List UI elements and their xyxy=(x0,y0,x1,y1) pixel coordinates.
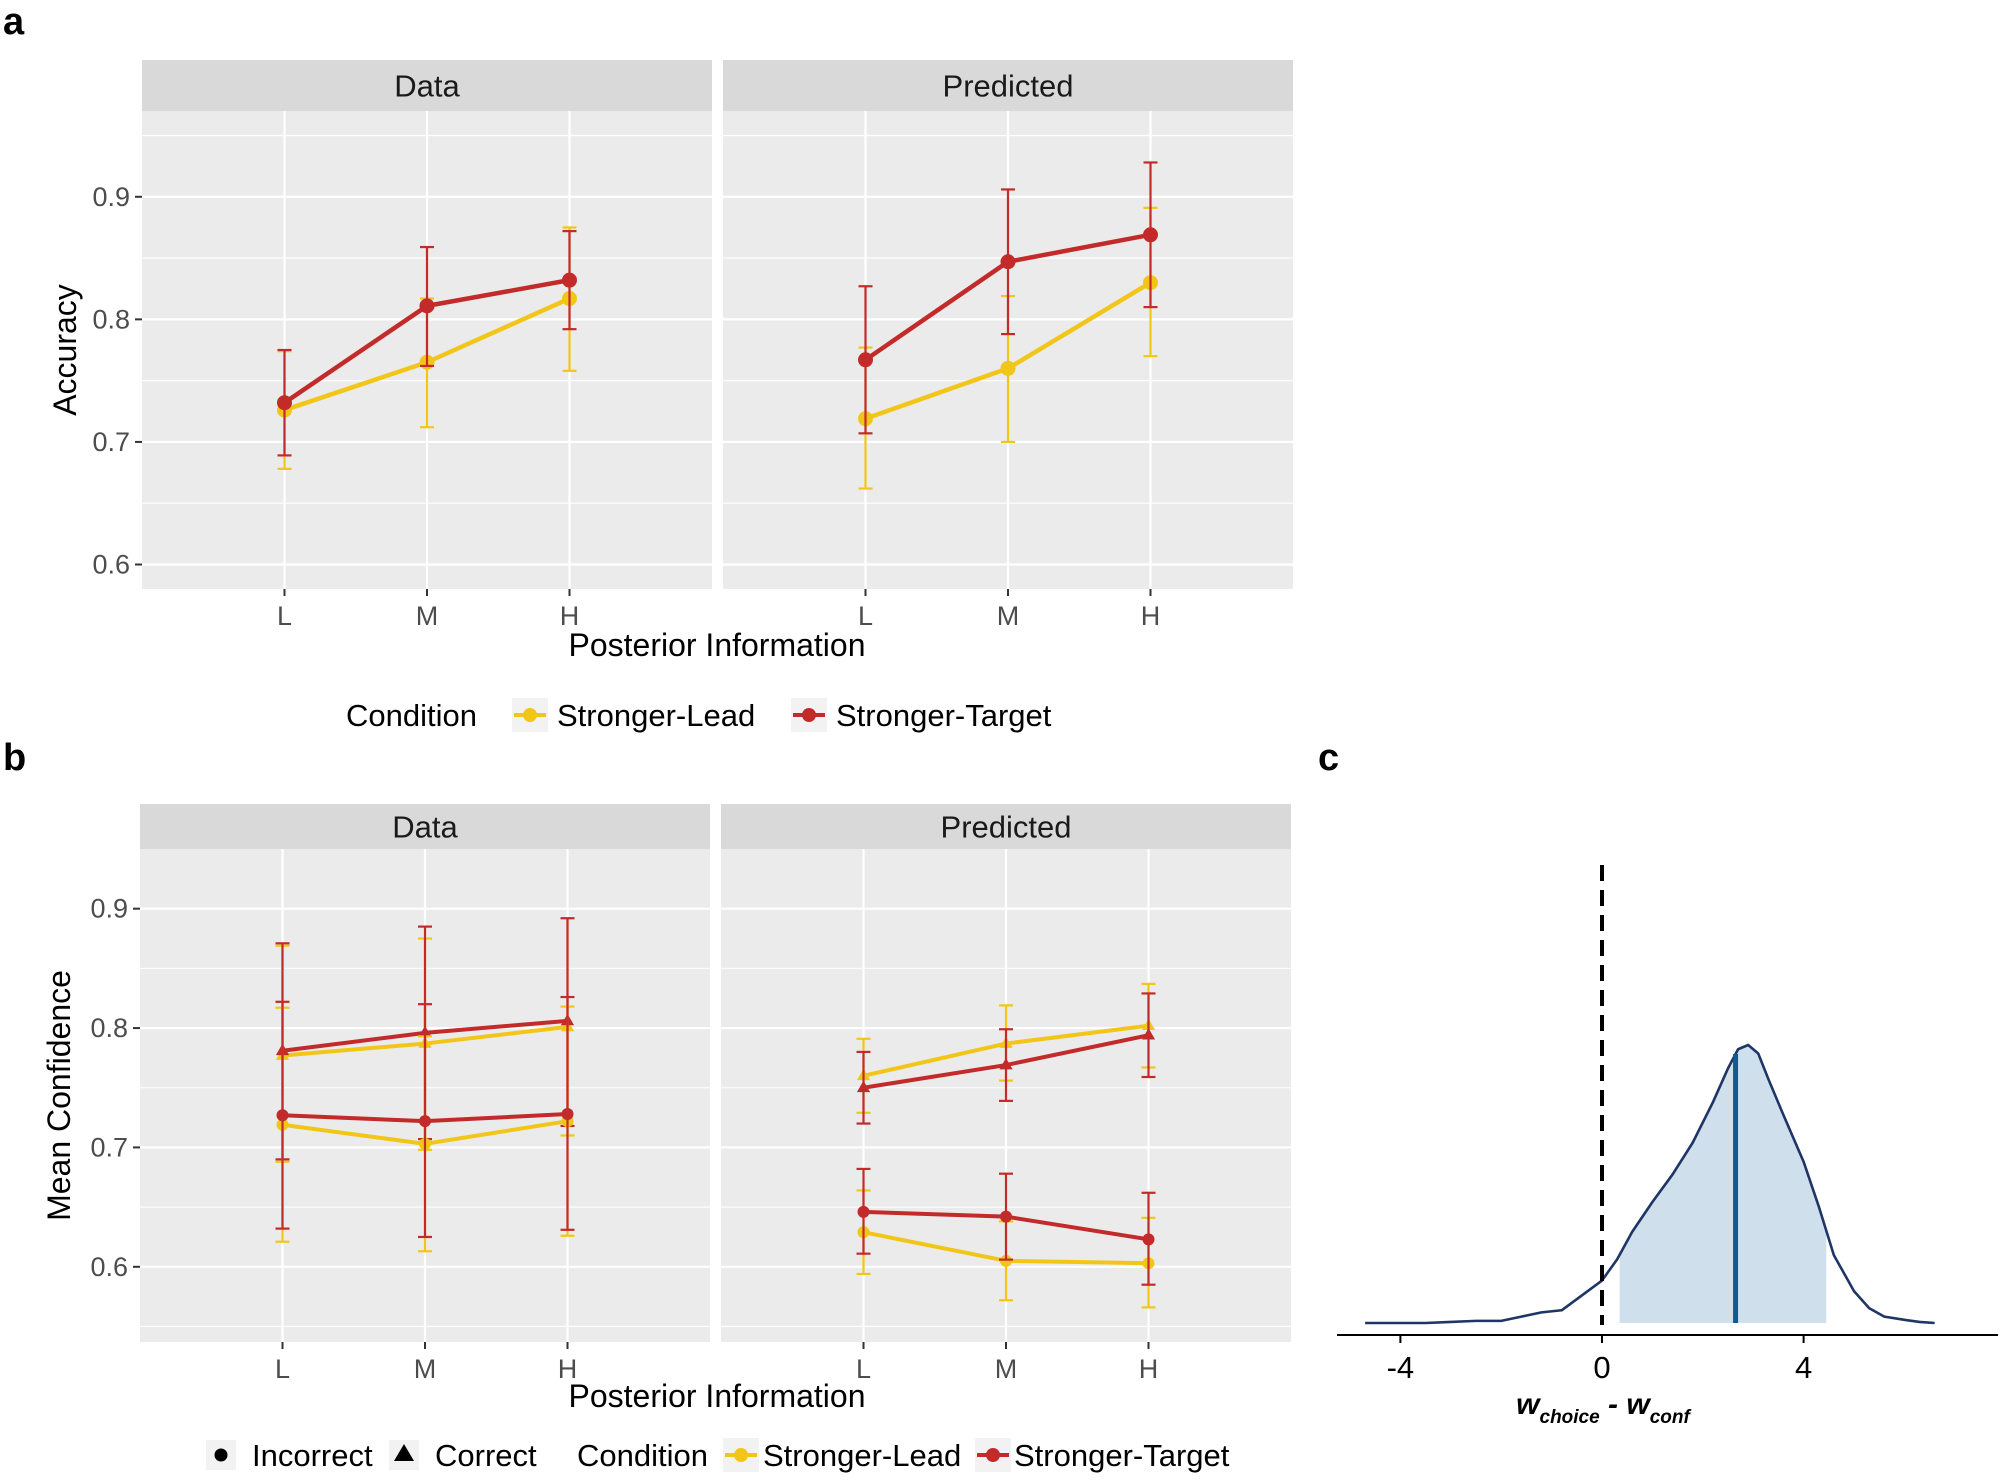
x-axis-title: Posterior Information xyxy=(568,627,865,663)
data-point xyxy=(1000,254,1016,270)
y-tick-label: 0.7 xyxy=(92,427,130,457)
x-axis-title-part: w xyxy=(1626,1388,1651,1421)
data-point xyxy=(1142,1233,1155,1246)
x-axis-title-part: w xyxy=(1516,1388,1541,1421)
legend-key-stronger-target xyxy=(791,698,827,732)
legend-key-correct-marker xyxy=(394,1444,414,1461)
series-stronger-target xyxy=(277,230,577,457)
legend-key-marker xyxy=(986,1448,1000,1462)
legend-key-incorrect-marker xyxy=(214,1448,228,1462)
data-point xyxy=(1000,360,1016,376)
data-point xyxy=(277,395,292,411)
facet-data: Data L M H xyxy=(142,60,712,631)
legend-condition: Condition Stronger-Lead Stronger-Target xyxy=(346,698,1052,733)
data-point xyxy=(858,352,873,368)
y-tick-label: 0.8 xyxy=(90,1013,128,1043)
x-tick-label: -4 xyxy=(1387,1350,1415,1385)
density-curve xyxy=(1365,1043,1935,1325)
series-stronger-target-incorrect xyxy=(275,995,575,1239)
x-axis-title: wchoice - wconf xyxy=(1516,1388,1691,1428)
data-point xyxy=(1143,227,1158,243)
x-axis-title: Posterior Information xyxy=(568,1378,865,1414)
x-tick-label-m: M xyxy=(995,1354,1018,1384)
legend-label-stronger-target: Stronger-Target xyxy=(836,698,1052,733)
confidence-chart: Data L M H Predicted L M H 0.6 0.7 0.8 0.9 Posterior… xyxy=(41,804,1291,1473)
legend-key-stronger-lead xyxy=(512,698,548,732)
y-tick-label: 0.6 xyxy=(90,1252,128,1282)
legend-label-correct: Correct xyxy=(435,1438,537,1473)
data-point xyxy=(561,1108,574,1121)
legend-title: Condition xyxy=(346,698,477,733)
y-tick-label: 0.9 xyxy=(92,182,130,212)
data-point xyxy=(419,298,435,314)
y-tick-label: 0.6 xyxy=(92,549,130,579)
data-point xyxy=(276,1109,289,1122)
x-tick-label-m: M xyxy=(997,601,1020,631)
panel-letter-c: c xyxy=(1318,737,1339,779)
legend-label-stronger-lead: Stronger-Lead xyxy=(557,698,755,733)
x-tick-label-l: L xyxy=(856,1354,871,1384)
y-axis-title: Accuracy xyxy=(47,284,83,416)
panel-letter-b: b xyxy=(3,737,26,779)
facet-title-data: Data xyxy=(394,69,460,104)
x-tick-label-h: H xyxy=(560,601,580,631)
series-stronger-target-correct xyxy=(856,992,1156,1125)
facet-strip xyxy=(723,60,1293,111)
legend-key-marker xyxy=(802,708,816,722)
data-point xyxy=(1000,1210,1012,1223)
y-axis: 0.6 0.7 0.8 0.9 xyxy=(92,182,142,579)
facet-title-data: Data xyxy=(392,810,458,845)
legend-label-stronger-lead: Stronger-Lead xyxy=(763,1438,961,1473)
legend-label-incorrect: Incorrect xyxy=(252,1438,373,1473)
data-point xyxy=(1141,1028,1156,1040)
facet-strip xyxy=(721,804,1291,849)
x-tick-label-h: H xyxy=(1141,601,1161,631)
credible-interval-area xyxy=(1619,1045,1827,1323)
data-point xyxy=(999,1057,1013,1070)
x-tick-label-l: L xyxy=(858,601,873,631)
x-tick-label-m: M xyxy=(414,1354,437,1384)
y-tick-label: 0.7 xyxy=(90,1132,128,1162)
data-point xyxy=(419,1115,431,1128)
x-tick-label-l: L xyxy=(277,601,292,631)
x-tick-label: 4 xyxy=(1795,1350,1812,1385)
facet-data: Data L M H xyxy=(140,804,710,1384)
y-axis-title: Mean Confidence xyxy=(41,970,77,1221)
x-axis-title-part: - xyxy=(1600,1388,1627,1421)
series-stronger-target-incorrect xyxy=(856,1167,1156,1286)
data-point xyxy=(562,272,577,288)
facet-strip xyxy=(142,60,712,111)
series-stronger-lead-incorrect xyxy=(856,1189,1156,1309)
facet-strip xyxy=(140,804,710,849)
facet-predicted: Predicted L M H xyxy=(723,60,1293,631)
panel-letter-a: a xyxy=(3,1,25,43)
x-tick-label-h: H xyxy=(1139,1354,1159,1384)
series-stronger-target xyxy=(858,161,1158,435)
legend-key-stronger-lead xyxy=(723,1438,759,1472)
legend-key-marker xyxy=(523,708,537,722)
accuracy-chart: Data L M H Predicted L M H 0.6 0.7 0.8 0.9 Posterior… xyxy=(47,60,1293,733)
y-tick-label: 0.9 xyxy=(90,894,128,924)
legend-key-marker xyxy=(734,1448,748,1462)
y-tick-label: 0.8 xyxy=(92,304,130,334)
legend-key-stronger-target xyxy=(975,1438,1011,1472)
x-tick-label-h: H xyxy=(558,1354,578,1384)
x-tick-label: 0 xyxy=(1593,1350,1610,1385)
x-axis-title-part: choice xyxy=(1540,1407,1601,1428)
y-axis: 0.6 0.7 0.8 0.9 xyxy=(90,894,140,1282)
legend-title: Condition xyxy=(577,1438,708,1473)
facet-predicted: Predicted L M H xyxy=(721,804,1291,1384)
facet-title-predicted: Predicted xyxy=(943,69,1074,104)
legend-label-stronger-target: Stronger-Target xyxy=(1014,1438,1230,1473)
data-point xyxy=(1000,1254,1012,1267)
legend-condition-shape: Incorrect Correct Condition Stronger-Lead St… xyxy=(206,1438,1230,1473)
data-point xyxy=(856,1080,871,1093)
data-point xyxy=(857,1205,870,1218)
x-tick-label-l: L xyxy=(275,1354,290,1384)
x-tick-label-m: M xyxy=(416,601,439,631)
facet-title-predicted: Predicted xyxy=(941,810,1072,845)
x-axis-title-part: conf xyxy=(1650,1407,1692,1428)
